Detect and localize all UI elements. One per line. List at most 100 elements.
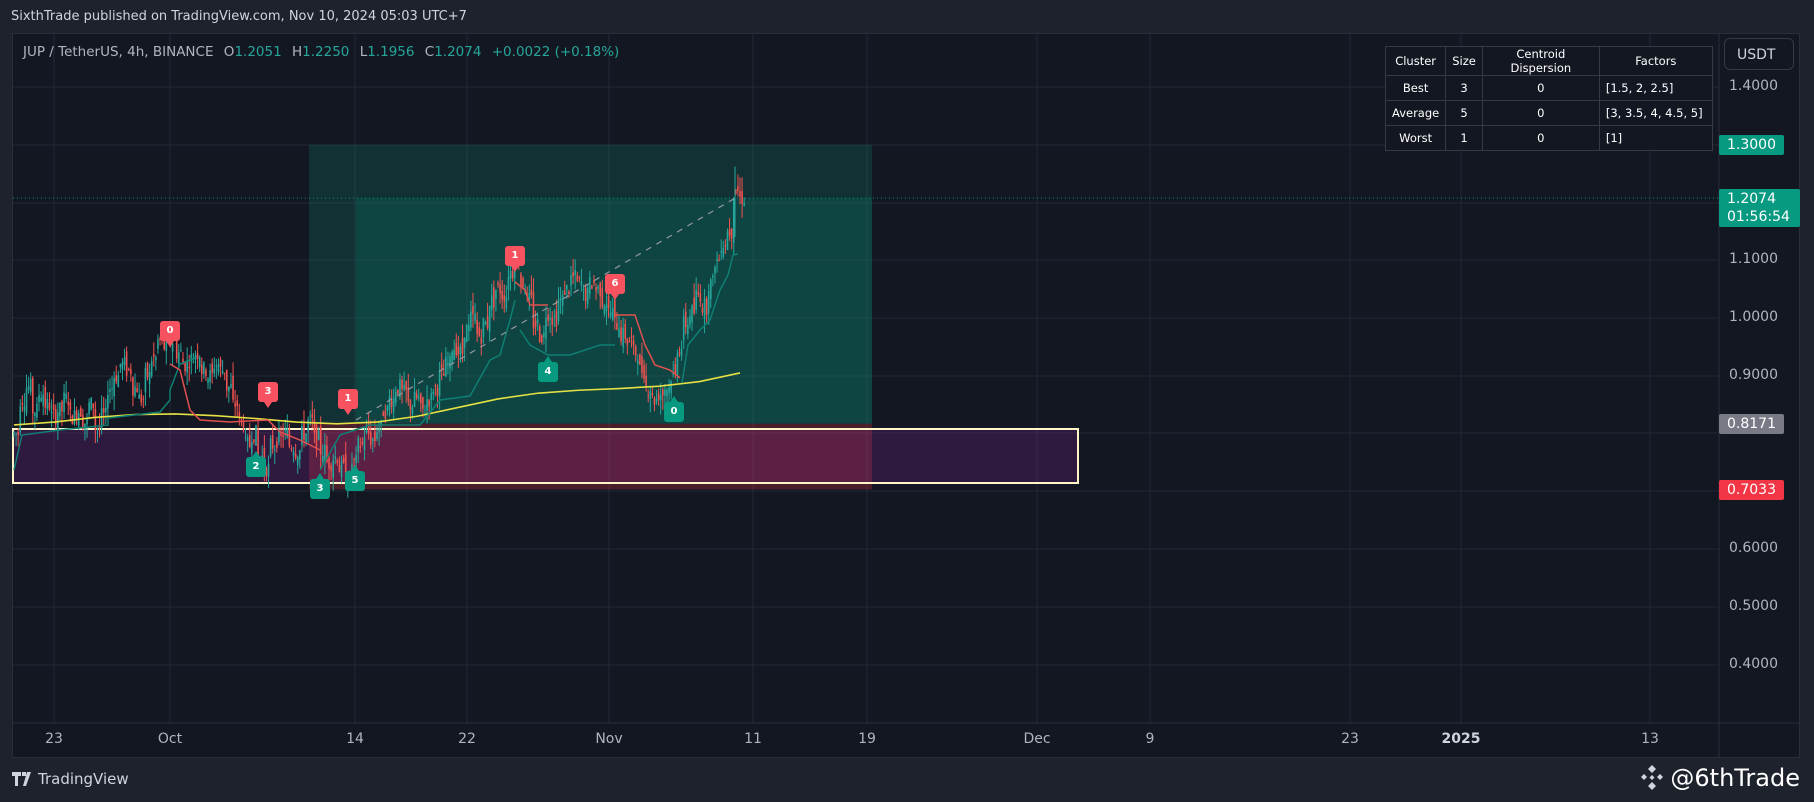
- candle-body: [547, 314, 549, 321]
- candle-body: [576, 275, 579, 281]
- candle-body: [23, 406, 26, 411]
- candle-body: [545, 317, 547, 339]
- candle-body: [115, 375, 118, 382]
- binance-icon: [1641, 765, 1664, 790]
- candle-body: [741, 191, 743, 204]
- candle-body: [184, 362, 186, 372]
- candle-body: [299, 450, 301, 460]
- target-price-tag: 1.3000: [1719, 135, 1784, 155]
- cluster-table: Cluster Size Centroid Dispersion Factors…: [1384, 46, 1713, 151]
- candle-body: [313, 419, 316, 433]
- high-value: 1.2250: [302, 44, 350, 60]
- candle-body: [586, 287, 589, 305]
- candle-body: [90, 398, 92, 410]
- last-price-tag: 1.2074 01:56:54: [1719, 189, 1800, 227]
- candle-body: [428, 400, 430, 407]
- low-value: 1.1956: [367, 44, 415, 60]
- candle-body: [649, 391, 652, 400]
- candle-body: [232, 375, 234, 400]
- candle-body: [732, 197, 735, 244]
- candle-body: [447, 362, 449, 366]
- candle-body: [34, 413, 36, 416]
- symbol-name[interactable]: JUP / TetherUS, 4h, BINANCE: [23, 44, 214, 60]
- time-label: 9: [1145, 731, 1155, 747]
- candle-body: [724, 245, 727, 247]
- candle-body: [705, 298, 708, 315]
- candle-body: [132, 377, 134, 396]
- candle-body: [486, 316, 489, 329]
- candle-body: [490, 295, 493, 310]
- candle-body: [198, 357, 201, 368]
- candle-body: [248, 435, 251, 447]
- candle-body: [59, 402, 61, 417]
- candle-body: [357, 437, 360, 452]
- candle-body: [530, 289, 533, 295]
- candle-body: [303, 423, 305, 440]
- trailing-stop-bull: [519, 329, 615, 356]
- candle-body: [180, 349, 182, 351]
- candle-body: [743, 203, 745, 206]
- candle-body: [36, 403, 38, 418]
- tradingview-logo[interactable]: TradingView: [12, 770, 129, 788]
- candle-body: [190, 354, 193, 362]
- candle-body: [253, 439, 255, 443]
- candle-body: [152, 353, 155, 357]
- time-label: 11: [744, 731, 762, 747]
- candle-body: [367, 423, 370, 434]
- candle-body: [125, 351, 128, 376]
- time-label: 23: [45, 731, 63, 747]
- author-watermark: @6thTrade: [1640, 764, 1800, 792]
- candle-body: [54, 409, 57, 425]
- candle-body: [707, 291, 710, 314]
- candle-body: [157, 339, 159, 349]
- candle-body: [273, 449, 276, 451]
- candle-body: [616, 323, 618, 330]
- candle-body: [192, 361, 195, 363]
- candle-body: [330, 465, 332, 472]
- candle-body: [622, 327, 624, 347]
- chart-frame[interactable]: [12, 33, 1800, 758]
- candle-body: [296, 456, 299, 466]
- candle-body: [703, 299, 706, 320]
- candle-body: [292, 450, 295, 456]
- candle-body: [720, 251, 723, 253]
- candle-body: [647, 394, 650, 396]
- candle-body: [624, 323, 627, 339]
- table-row: Average 5 0 [3, 3.5, 4, 4.5, 5]: [1384, 100, 1713, 126]
- candle-body: [284, 429, 287, 432]
- time-label: 13: [1641, 731, 1659, 747]
- candle-body: [520, 274, 522, 287]
- candle-body: [100, 408, 103, 429]
- candle-body: [65, 393, 67, 399]
- candle-body: [75, 410, 78, 419]
- candle-body: [651, 392, 654, 395]
- open-value: 1.2051: [234, 44, 282, 60]
- buy-signal-marker: 3: [310, 473, 330, 499]
- candle-body: [401, 379, 403, 390]
- candle-body: [670, 381, 672, 394]
- trailing-stop-bull: [13, 357, 196, 471]
- currency-button[interactable]: USDT: [1724, 38, 1794, 70]
- candle-body: [238, 411, 241, 417]
- candle-body: [618, 328, 620, 338]
- time-label: Oct: [157, 731, 183, 747]
- candle-body: [405, 381, 408, 391]
- candle-body: [286, 428, 289, 438]
- candle-body: [634, 346, 637, 356]
- candle-body: [119, 363, 122, 368]
- candle-body: [643, 365, 645, 379]
- candle-body: [25, 388, 28, 414]
- candle-body: [240, 419, 243, 421]
- candle-body: [426, 399, 428, 411]
- candle-body: [482, 318, 485, 337]
- candle-body: [246, 437, 249, 442]
- support-zone: [12, 428, 1079, 484]
- candle-body: [200, 364, 203, 375]
- candle-body: [319, 426, 322, 455]
- price-tick: 0.6000: [1729, 540, 1778, 556]
- sell-signal-marker: 3: [258, 382, 278, 408]
- candle-body: [324, 444, 326, 463]
- candle-body: [27, 386, 30, 390]
- candle-body: [234, 402, 236, 407]
